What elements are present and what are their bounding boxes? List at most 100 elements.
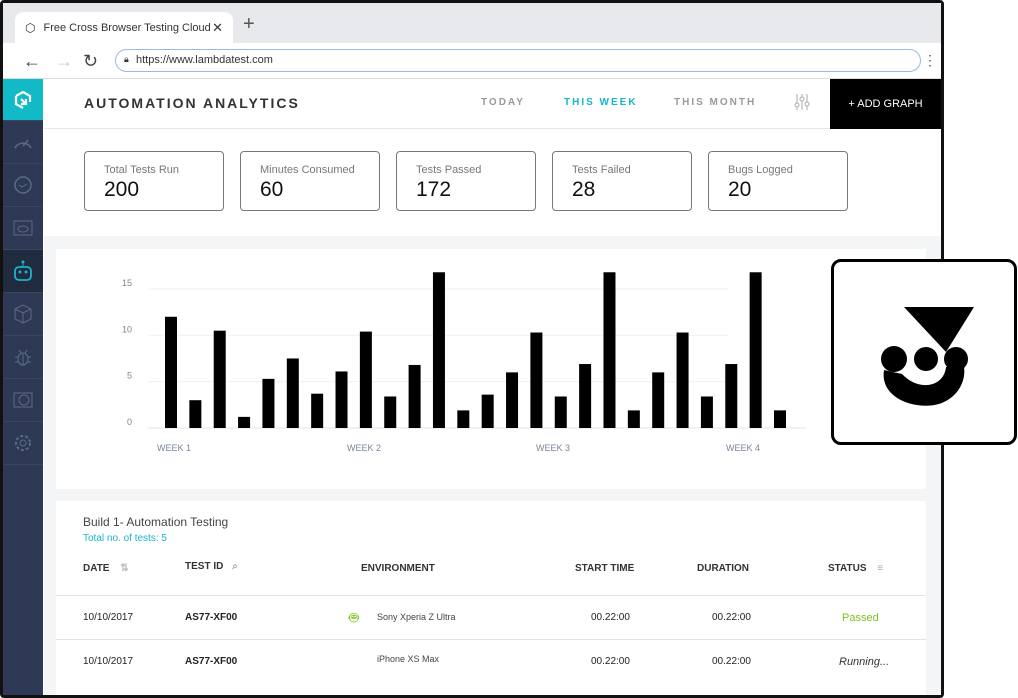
bar <box>189 400 202 428</box>
stat-label: Minutes Consumed <box>260 164 355 176</box>
y-tick-label: 0 <box>127 417 132 427</box>
sidebar-item-integrations[interactable] <box>3 379 43 422</box>
bar <box>579 364 592 428</box>
bar <box>359 331 372 428</box>
forward-icon[interactable]: → <box>55 51 73 71</box>
bar <box>408 364 421 428</box>
header-status-label: STATUS <box>828 563 867 574</box>
sort-icon[interactable]: ⇅ <box>120 563 129 574</box>
close-tab-icon[interactable]: ✕ <box>212 19 223 35</box>
bar <box>432 272 445 428</box>
sidebar-item-automation[interactable] <box>3 250 43 293</box>
table-row[interactable]: 10/10/2017 AS77-XF00 iPhone XS Max 00.22… <box>56 639 926 683</box>
bug-icon <box>15 349 31 366</box>
android-icon: 🤖︎ <box>349 610 359 627</box>
clock-icon <box>14 176 32 194</box>
page-header: AUTOMATION ANALYTICS TODAY THIS WEEK THI… <box>44 79 941 129</box>
stat-label: Tests Passed <box>416 164 482 176</box>
bar <box>213 330 226 428</box>
url-input[interactable]: 🔒︎ https://www.lambdatest.com <box>115 49 921 72</box>
total-tests: Total no. of tests: 5 <box>83 533 167 544</box>
stat-card-total-tests: Total Tests Run 200 <box>84 151 224 211</box>
header-date-label: DATE <box>83 563 110 574</box>
stat-card-bugs: Bugs Logged 20 <box>708 151 848 211</box>
range-today[interactable]: TODAY <box>481 97 525 108</box>
url-text: https://www.lambdatest.com <box>136 54 273 66</box>
lambdatest-favicon-icon: ⬡ <box>25 20 36 35</box>
cell-environment: iPhone XS Max <box>377 654 440 664</box>
cell-date: 10/10/2017 <box>83 656 134 667</box>
sidebar-item-issues[interactable] <box>3 336 43 379</box>
sidebar-item-history[interactable] <box>3 164 43 207</box>
bar <box>530 332 543 428</box>
browser-menu-icon[interactable]: ⋮ <box>923 52 937 68</box>
bar <box>749 272 762 428</box>
browser-window: ⬡ Free Cross Browser Testing Cloud ✕ + ←… <box>0 0 944 698</box>
bar <box>165 316 177 428</box>
cell-environment: Sony Xperia Z Ultra <box>377 612 456 622</box>
range-this-week[interactable]: THIS WEEK <box>564 97 638 108</box>
search-icon[interactable]: ⌕ <box>232 561 238 572</box>
bar <box>335 371 348 428</box>
integration-icon <box>13 392 33 408</box>
header-environment: ENVIRONMENT <box>361 563 435 574</box>
header-date[interactable]: DATE ⇅ <box>83 563 129 574</box>
stat-card-minutes: Minutes Consumed 60 <box>240 151 380 211</box>
stat-value: 28 <box>572 178 596 201</box>
bar <box>676 332 689 428</box>
x-tick-label: WEEK 2 <box>347 443 381 453</box>
stat-card-passed: Tests Passed 172 <box>396 151 536 211</box>
page-title: AUTOMATION ANALYTICS <box>84 95 300 111</box>
x-tick-label: WEEK 4 <box>726 443 760 453</box>
stat-label: Tests Failed <box>572 164 631 176</box>
lambdatest-logo-icon <box>14 90 32 109</box>
lock-icon: 🔒︎ <box>124 54 129 64</box>
back-icon[interactable]: ← <box>23 51 41 71</box>
bar <box>238 416 251 428</box>
jest-logo-icon <box>881 307 974 406</box>
test-table-card: Build 1- Automation Testing Total no. of… <box>56 501 926 695</box>
stat-value: 172 <box>416 178 452 201</box>
bar-chart: 0 5 10 15 WEEK 1 WEEK 2 WEEK 3 WEEK 4 <box>122 272 806 453</box>
filter-icon[interactable]: ≡ <box>877 563 884 574</box>
sidebar-item-visual[interactable] <box>3 207 43 250</box>
header-test-id-label: TEST ID <box>185 561 224 572</box>
stat-value: 200 <box>104 178 140 201</box>
range-this-month[interactable]: THIS MONTH <box>674 97 757 108</box>
stats-cards: Total Tests Run 200 Minutes Consumed 60 Te… <box>84 151 848 211</box>
status-badge: Passed <box>842 612 879 624</box>
stat-value: 20 <box>728 178 752 201</box>
bar <box>262 378 275 428</box>
tab-bar: ⬡ Free Cross Browser Testing Cloud ✕ + <box>3 3 941 43</box>
bar <box>457 410 470 428</box>
sidebar-logo[interactable] <box>3 79 43 121</box>
stat-card-failed: Tests Failed 28 <box>552 151 692 211</box>
main-content: AUTOMATION ANALYTICS TODAY THIS WEEK THI… <box>44 79 941 695</box>
sidebar-item-dashboard[interactable] <box>3 121 43 164</box>
content-background: 0 5 10 15 WEEK 1 WEEK 2 WEEK 3 WEEK 4 Build 1- … <box>44 236 941 695</box>
new-tab-button[interactable]: + <box>243 13 255 35</box>
status-badge: Running... <box>839 656 890 668</box>
table-row[interactable]: 10/10/2017 AS77-XF00 🤖︎ Sony Xperia Z Ul… <box>56 595 926 639</box>
browser-tab[interactable]: ⬡ Free Cross Browser Testing Cloud ✕ <box>15 12 233 43</box>
add-graph-button[interactable]: + ADD GRAPH <box>830 79 941 129</box>
chart-card: 0 5 10 15 WEEK 1 WEEK 2 WEEK 3 WEEK 4 <box>56 249 926 489</box>
filter-sliders-icon[interactable] <box>794 93 810 116</box>
cell-duration: 00.22:00 <box>712 612 751 623</box>
header-status[interactable]: STATUS ≡ <box>828 563 883 574</box>
reload-icon[interactable]: ↻ <box>83 51 99 71</box>
bar <box>311 393 324 428</box>
cell-date: 10/10/2017 <box>83 612 134 623</box>
cell-start-time: 00.22:00 <box>591 656 630 667</box>
stat-label: Total Tests Run <box>104 164 180 176</box>
cell-test-id: AS77-XF00 <box>185 612 238 623</box>
stat-value: 60 <box>260 178 284 201</box>
y-tick-label: 5 <box>127 371 132 381</box>
robot-icon <box>14 260 32 281</box>
bar <box>384 396 397 428</box>
cell-test-id: AS77-XF00 <box>185 656 238 667</box>
sidebar-item-builds[interactable] <box>3 293 43 336</box>
header-test-id[interactable]: TEST ID ⌕ <box>185 561 238 572</box>
y-tick-label: 10 <box>122 324 132 334</box>
sidebar-item-settings[interactable] <box>3 422 43 465</box>
